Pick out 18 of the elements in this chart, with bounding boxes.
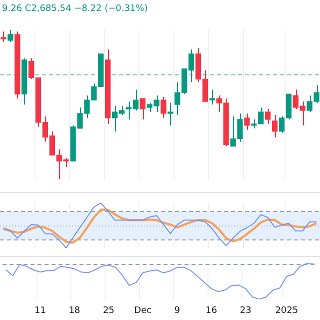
x-tick-label: 23 (240, 306, 252, 316)
candlestick (244, 112, 250, 130)
x-tick-label: 11 (34, 306, 46, 316)
candlestick (8, 30, 14, 42)
x-tick-label: 9 (174, 306, 180, 316)
candlestick (168, 102, 174, 126)
candlestick (140, 98, 146, 120)
x-tick-label: 25 (102, 306, 114, 316)
x-tick-label: 18 (68, 306, 80, 316)
candlestick (160, 96, 166, 118)
candlestick (209, 89, 216, 105)
x-tick-label: 2025 (275, 306, 298, 316)
candlestick (272, 114, 278, 138)
candlestick (264, 108, 271, 124)
candlestick (0, 30, 6, 42)
text: 9.26 C2,685.54 −8.22 (−0.31%) (2, 4, 148, 14)
x-tick-label: Dec (134, 306, 152, 316)
x-tick-label: 16 (206, 306, 218, 316)
